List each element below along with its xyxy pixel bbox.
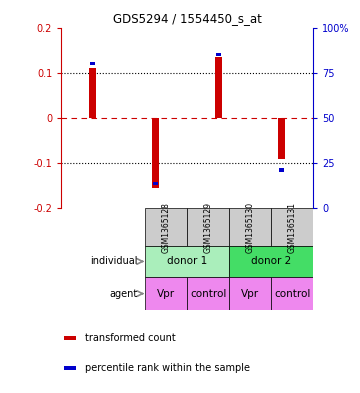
Text: GSM1365131: GSM1365131	[288, 202, 297, 253]
Bar	[89, 68, 96, 118]
Bar	[153, 182, 158, 185]
Text: Vpr: Vpr	[241, 288, 259, 299]
Text: Vpr: Vpr	[157, 288, 175, 299]
Text: transformed count: transformed count	[85, 333, 176, 343]
Bar	[152, 118, 159, 188]
Bar	[279, 168, 284, 172]
Text: GSM1365130: GSM1365130	[246, 202, 255, 253]
Text: GSM1365129: GSM1365129	[204, 202, 213, 253]
Bar	[271, 208, 313, 246]
Title: GDS5294 / 1554450_s_at: GDS5294 / 1554450_s_at	[113, 12, 262, 25]
Bar	[229, 208, 271, 246]
Text: GSM1365128: GSM1365128	[162, 202, 171, 253]
Bar	[90, 62, 95, 66]
Text: individual: individual	[90, 256, 138, 266]
Bar	[187, 208, 229, 246]
Bar	[229, 277, 271, 310]
Bar	[271, 277, 313, 310]
Bar	[229, 246, 313, 277]
Text: control: control	[274, 288, 310, 299]
Text: donor 1: donor 1	[167, 256, 207, 266]
Bar	[145, 246, 229, 277]
Bar	[145, 208, 187, 246]
Text: donor 2: donor 2	[251, 256, 291, 266]
Text: agent: agent	[109, 288, 138, 299]
Bar	[64, 336, 76, 340]
Text: percentile rank within the sample: percentile rank within the sample	[85, 363, 250, 373]
Bar	[145, 277, 187, 310]
Text: control: control	[190, 288, 226, 299]
Bar	[278, 118, 285, 159]
Bar	[215, 57, 222, 118]
Bar	[64, 366, 76, 370]
Bar	[216, 53, 221, 57]
Bar	[187, 277, 229, 310]
